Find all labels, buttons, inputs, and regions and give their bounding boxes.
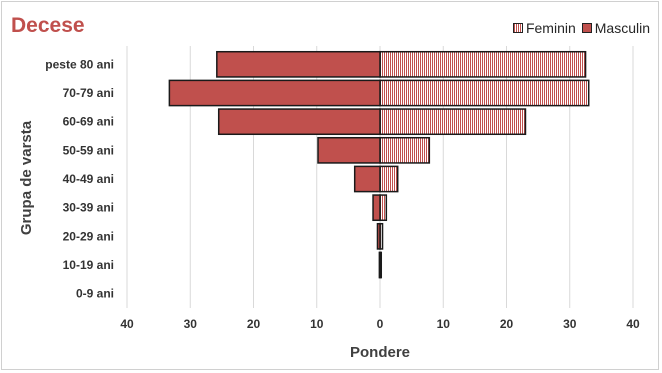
x-tick-5: 10	[437, 317, 451, 331]
bar-feminin-3	[379, 136, 431, 164]
bars	[168, 50, 590, 279]
x-tick-2: 20	[247, 317, 261, 331]
legend-swatch-feminin	[512, 23, 523, 33]
legend-swatch-masculin	[581, 23, 592, 33]
chart-title: Decese	[11, 14, 85, 37]
bar-feminin-1	[379, 79, 590, 107]
legend-label-masculin: Masculin	[594, 20, 650, 36]
x-tick-1: 30	[184, 317, 198, 331]
category-label-7: 10-19 ani	[63, 258, 114, 272]
category-label-1: 70-79 ani	[63, 86, 114, 100]
category-label-6: 20-29 ani	[63, 229, 114, 243]
bar-feminin-5	[379, 194, 388, 222]
category-label-4: 40-49 ani	[63, 172, 114, 186]
bar-masculin-2	[217, 108, 381, 136]
bar-masculin-7	[378, 251, 381, 279]
x-tick-4: 0	[377, 317, 384, 331]
category-label-2: 60-69 ani	[63, 115, 114, 129]
bar-masculin-6	[376, 222, 381, 250]
category-label-3: 50-59 ani	[63, 143, 114, 157]
bar-feminin-2	[379, 108, 527, 136]
x-tick-0: 40	[120, 317, 134, 331]
bar-feminin-4	[379, 165, 399, 193]
x-tick-6: 20	[500, 317, 514, 331]
bar-masculin-4	[353, 165, 381, 193]
bar-feminin-0	[379, 50, 587, 78]
legend-item-masculin: Masculin	[581, 20, 650, 36]
chart-legend: Feminin Masculin	[507, 20, 650, 36]
category-labels: peste 80 ani 70-79 ani 60-69 ani 50-59 ani 4…	[45, 57, 114, 300]
x-tick-8: 40	[626, 317, 640, 331]
category-label-5: 30-39 ani	[63, 201, 114, 215]
legend-item-feminin: Feminin	[512, 20, 576, 36]
x-tick-3: 10	[310, 317, 324, 331]
x-tick-labels: 40 30 20 10 0 10 20 30 40	[120, 317, 640, 331]
category-label-0: peste 80 ani	[45, 57, 114, 71]
bar-masculin-5	[372, 194, 381, 222]
bar-masculin-1	[168, 79, 381, 107]
bar-masculin-3	[317, 136, 381, 164]
bar-masculin-0	[216, 50, 381, 78]
x-axis-label: Pondere	[350, 344, 410, 361]
y-axis-label: Grupa de varsta	[18, 120, 35, 235]
legend-label-feminin: Feminin	[525, 20, 576, 36]
x-tick-7: 30	[563, 317, 577, 331]
category-label-8: 0-9 ani	[76, 287, 114, 301]
